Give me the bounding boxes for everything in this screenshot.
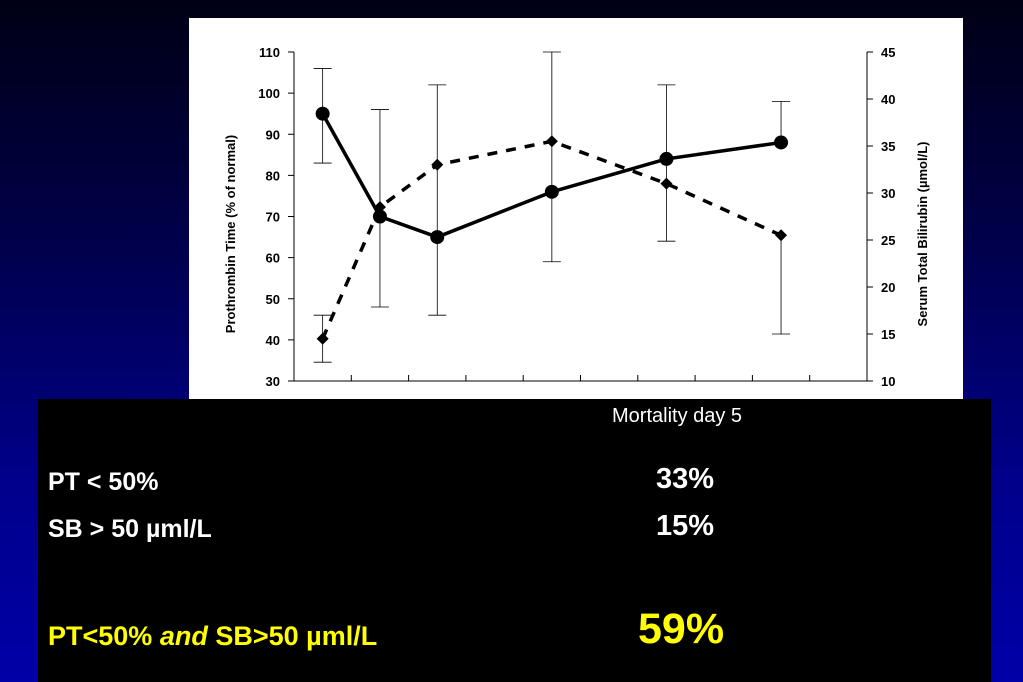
data-point-circle <box>774 135 789 150</box>
mortality-table: Mortality day 5 PT < 50% 33% SB > 50 µml… <box>38 399 991 682</box>
data-point-circle <box>659 151 674 166</box>
data-point-diamond <box>660 177 673 190</box>
y-tick-label-left: 50 <box>266 292 280 307</box>
data-point-diamond <box>545 135 558 148</box>
combined-label-post: SB>50 µml/L <box>207 621 378 651</box>
combined-label-and: and <box>159 621 208 651</box>
y-tick-label-left: 70 <box>266 210 280 225</box>
row-value-sb: 15% <box>656 510 715 542</box>
data-point-diamond <box>316 332 329 345</box>
column-header-mortality: Mortality day 5 <box>612 405 743 427</box>
y-tick-label-left: 80 <box>266 168 280 183</box>
y-tick-label-left: 110 <box>259 45 280 60</box>
combined-value: 59% <box>638 605 725 653</box>
series-line-2 <box>321 139 782 340</box>
y-tick-label-right: 45 <box>881 45 895 60</box>
dual-axis-line-chart: 30 40 50 60 70 80 90 100 110 10 15 20 25 30 35 40 45 Pro… <box>223 45 930 389</box>
y-tick-label-right: 10 <box>881 374 895 389</box>
y-tick-label-left: 30 <box>266 374 280 389</box>
data-point-diamond <box>373 201 386 214</box>
y-tick-label-left: 90 <box>266 127 280 142</box>
y-tick-label-right: 30 <box>881 186 895 201</box>
y-tick-label-right: 15 <box>881 327 895 342</box>
chart-panel: 30 40 50 60 70 80 90 100 110 10 15 20 25 30 35 40 45 Pro… <box>189 18 963 400</box>
y-tick-label-left: 100 <box>258 86 280 101</box>
y-tick-label-right: 20 <box>881 280 895 295</box>
row-label-sb: SB > 50 µml/L <box>48 515 212 543</box>
y-tick-label-right: 25 <box>881 233 895 248</box>
y-tick-label-right: 40 <box>881 92 895 107</box>
data-point-circle <box>315 106 330 121</box>
y-axis-label-left: Prothrombin Time (% of normal) <box>223 135 238 333</box>
y-tick-label-left: 60 <box>266 251 280 266</box>
data-point-circle <box>430 230 445 245</box>
data-point-circle <box>372 209 387 224</box>
data-point-diamond <box>431 158 444 171</box>
y-tick-label-left: 40 <box>266 333 280 348</box>
row-label-pt: PT < 50% <box>48 468 159 496</box>
data-point-circle <box>544 184 559 199</box>
y-axis-label-right: Serum Total Bilirubin (µmol/L) <box>915 142 930 327</box>
row-value-pt: 33% <box>656 463 715 495</box>
data-point-diamond <box>775 229 788 242</box>
series-line-1 <box>321 112 782 239</box>
y-tick-label-right: 35 <box>881 139 895 154</box>
combined-label-pre: PT<50% <box>48 621 160 651</box>
combined-label: PT<50% and SB>50 µml/L <box>48 621 377 652</box>
